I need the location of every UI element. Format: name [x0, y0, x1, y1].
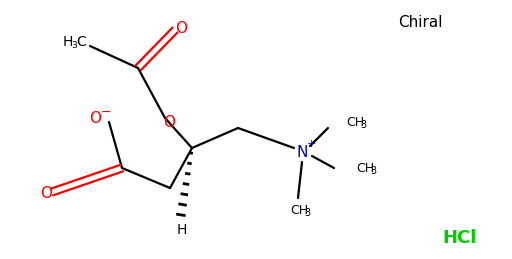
Text: H: H [177, 223, 187, 237]
Text: 3: 3 [304, 208, 310, 218]
Text: CH: CH [346, 116, 364, 128]
Text: 3: 3 [370, 166, 376, 176]
Text: 3: 3 [360, 120, 366, 130]
Text: N: N [296, 145, 308, 160]
Text: CH: CH [356, 162, 374, 175]
Text: O: O [163, 114, 175, 130]
Text: HCl: HCl [443, 229, 477, 247]
Text: O: O [89, 111, 101, 126]
Text: O: O [40, 186, 52, 202]
Text: +: + [306, 139, 316, 149]
Text: CH: CH [290, 204, 308, 217]
Text: H: H [63, 35, 73, 49]
Text: −: − [101, 105, 111, 119]
Text: 3: 3 [71, 40, 77, 49]
Text: C: C [76, 35, 86, 49]
Text: O: O [175, 20, 187, 35]
Text: Chiral: Chiral [398, 15, 442, 30]
